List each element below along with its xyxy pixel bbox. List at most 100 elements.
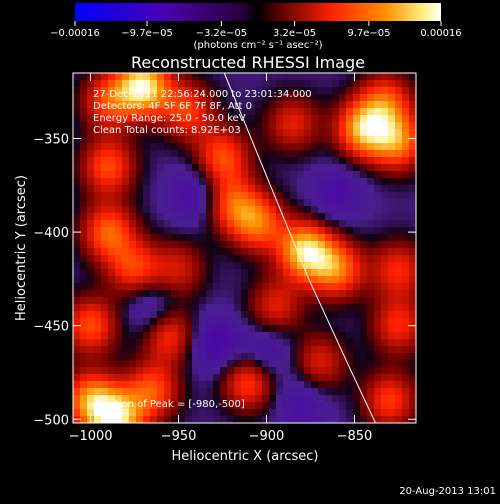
- heatmap-cell: [339, 304, 347, 312]
- heatmap-cell: [332, 234, 340, 242]
- heatmap-cell: [178, 80, 186, 88]
- heatmap-cell: [192, 164, 200, 172]
- heatmap-cell: [255, 311, 263, 319]
- heatmap-cell: [199, 108, 207, 116]
- heatmap-cell: [339, 101, 347, 109]
- heatmap-cell: [220, 227, 228, 235]
- heatmap-cell: [192, 332, 200, 340]
- heatmap-cell: [353, 402, 361, 410]
- heatmap-cell: [346, 199, 354, 207]
- heatmap-cell: [199, 339, 207, 347]
- heatmap-cell: [283, 297, 291, 305]
- heatmap-cell: [185, 80, 193, 88]
- heatmap-cell: [255, 332, 263, 340]
- heatmap-cell: [87, 339, 95, 347]
- heatmap-cell: [339, 409, 347, 417]
- heatmap-cell: [388, 115, 396, 123]
- heatmap-cell: [360, 241, 368, 249]
- heatmap-cell: [234, 262, 242, 270]
- heatmap-cell: [402, 297, 410, 305]
- heatmap-cell: [206, 395, 214, 403]
- heatmap-cell: [115, 255, 123, 263]
- heatmap-cell: [234, 367, 242, 375]
- heatmap-cell: [185, 192, 193, 200]
- heatmap-cell: [388, 304, 396, 312]
- heatmap-cell: [409, 374, 416, 382]
- heatmap-cell: [276, 402, 284, 410]
- heatmap-cell: [80, 136, 88, 144]
- heatmap-cell: [360, 178, 368, 186]
- heatmap-cell: [227, 143, 235, 151]
- heatmap-cell: [101, 255, 109, 263]
- heatmap-cell: [409, 87, 416, 95]
- heatmap-cell: [269, 395, 277, 403]
- heatmap-cell: [353, 220, 361, 228]
- heatmap-cell: [129, 297, 137, 305]
- heatmap-cell: [353, 262, 361, 270]
- heatmap-cell: [388, 416, 396, 423]
- heatmap-cell: [136, 115, 144, 123]
- heatmap-cell: [129, 220, 137, 228]
- heatmap-cell: [290, 311, 298, 319]
- heatmap-cell: [381, 360, 389, 368]
- heatmap-cell: [332, 381, 340, 389]
- heatmap-cell: [129, 248, 137, 256]
- heatmap-cell: [227, 290, 235, 298]
- heatmap-cell: [192, 346, 200, 354]
- heatmap-cell: [129, 304, 137, 312]
- heatmap-cell: [80, 269, 88, 277]
- heatmap-cell: [381, 262, 389, 270]
- heatmap-cell: [227, 297, 235, 305]
- heatmap-cell: [311, 199, 319, 207]
- heatmap-cell: [199, 122, 207, 130]
- heatmap-cell: [241, 381, 249, 389]
- heatmap-cell: [311, 101, 319, 109]
- heatmap-cell: [213, 311, 221, 319]
- heatmap-cell: [367, 227, 375, 235]
- heatmap-cell: [353, 290, 361, 298]
- heatmap-cell: [80, 115, 88, 123]
- heatmap-cell: [374, 248, 382, 256]
- heatmap-cell: [395, 416, 403, 423]
- heatmap-cell: [136, 73, 144, 81]
- heatmap-cell: [157, 332, 165, 340]
- heatmap-cell: [87, 325, 95, 333]
- heatmap-cell: [262, 339, 270, 347]
- heatmap-cell: [150, 297, 158, 305]
- heatmap-cell: [290, 87, 298, 95]
- heatmap-cell: [150, 136, 158, 144]
- heatmap-cell: [283, 136, 291, 144]
- heatmap-cell: [234, 164, 242, 172]
- heatmap-cell: [80, 157, 88, 165]
- x-tick-label: −850: [337, 429, 373, 444]
- heatmap-cell: [409, 80, 416, 88]
- heatmap-cell: [101, 206, 109, 214]
- heatmap-cell: [227, 332, 235, 340]
- heatmap-cell: [346, 388, 354, 396]
- colorbar-tick-label: 9.7e−05: [347, 28, 390, 39]
- heatmap-cell: [220, 73, 228, 81]
- heatmap-cell: [234, 178, 242, 186]
- x-tick-label: −1000: [69, 429, 113, 444]
- heatmap-cell: [360, 164, 368, 172]
- heatmap-cell: [136, 185, 144, 193]
- heatmap-cell: [255, 115, 263, 123]
- heatmap-cell: [311, 360, 319, 368]
- heatmap-cell: [297, 199, 305, 207]
- heatmap-cell: [304, 199, 312, 207]
- heatmap-cell: [297, 80, 305, 88]
- heatmap-cell: [381, 353, 389, 361]
- heatmap-cell: [318, 241, 326, 249]
- heatmap-cell: [171, 171, 179, 179]
- heatmap-cell: [199, 115, 207, 123]
- heatmap-cell: [122, 150, 130, 158]
- heatmap-cell: [101, 346, 109, 354]
- heatmap-cell: [241, 241, 249, 249]
- heatmap-cell: [185, 115, 193, 123]
- heatmap-cell: [262, 297, 270, 305]
- heatmap-cell: [199, 199, 207, 207]
- heatmap-cell: [269, 227, 277, 235]
- heatmap-cell: [395, 269, 403, 277]
- heatmap-cell: [332, 206, 340, 214]
- heatmap-cell: [409, 353, 416, 361]
